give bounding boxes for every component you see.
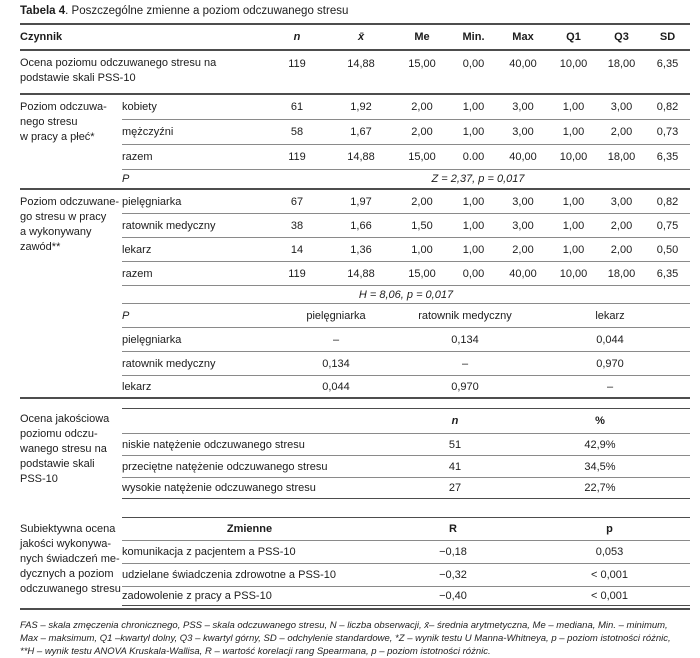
row-label: Ocena poziomu odczuwanego stresu na pods… [20,57,217,84]
header-czynnik: Czynnik [20,31,63,43]
section-gender: Poziom odczuwa- nego stresu w pracy a pł… [20,95,690,190]
subjective-header-row: Zmienne R p [122,518,690,541]
header-q1: Q1 [566,31,581,43]
section-job: Poziom odczuwane- go stresu w pracy a wy… [20,190,690,399]
row-label: kobiety [122,101,157,113]
row-label: komunikacja z pacjentem a PSS-10 [122,546,296,558]
section-quality-label: Ocena jakościowa poziomu odczu- wanego s… [20,413,110,485]
quality-header-pct: % [595,415,605,427]
table-title: Tabela 4. Poszczególne zmienne a poziom … [20,4,690,19]
subjective-header-r: R [449,523,457,535]
header-me: Me [414,31,430,43]
subjective-row: zadowolenie z pracy a PSS-10 −0,40 < 0,0… [122,590,628,602]
cell-q1: 10,00 [559,58,588,70]
posthoc-row: lekarz 0,044 0,970 – [122,380,614,393]
row-label: razem [122,267,153,280]
header-q3: Q3 [614,31,629,43]
table-row: mężczyźni 58 1,67 2,00 1,00 3,00 1,00 2,… [122,120,690,145]
row-label: udzielane świadczenia zdrowotne a PSS-10 [122,569,337,581]
p-label: P [122,173,130,185]
row-label: przeciętne natężenie odczuwanego stresu [122,460,328,473]
posthoc-row: pielęgniarka – 0,134 0,044 [122,328,690,352]
posthoc-row: ratownik medyczny 0,134 – 0,970 [122,352,690,376]
table-title-number: Tabela 4 [20,5,66,17]
posthoc-header: lekarz [595,309,625,322]
test-result-row: P Z = 2,37, p = 0,017 [122,170,690,188]
quality-row: wysokie natężenie odczuwanego stresu 27 … [122,482,616,494]
posthoc-header-row: P pielęgniarka ratownik medyczny lekarz [122,304,690,328]
row-label: ratownik medyczny [122,357,216,370]
row-label: wysokie natężenie odczuwanego stresu [122,482,316,494]
table-footnotes: FAS – skala zmęczenia chronicznego, PSS … [20,619,690,658]
header-sd: SD [659,31,676,43]
row-label: lekarz [122,380,152,393]
row-label: ratownik medyczny [122,219,216,232]
posthoc-header: pielęgniarka [306,309,366,322]
table-row: ratownik medyczny 38 1,66 1,50 1,00 3,00… [122,214,690,238]
cell-q3: 18,00 [607,58,636,70]
posthoc-header: ratownik medyczny [418,309,512,322]
footnote-line: FAS – skala zmęczenia chronicznego, PSS … [20,620,668,631]
row-label: razem [122,151,153,163]
section-quality: Ocena jakościowa poziomu odczu- wanego s… [20,408,690,499]
test-result-row: H = 8,06, p = 0,017 [122,286,690,304]
subjective-header-zmienne: Zmienne [226,523,273,535]
cell-me: 15,00 [408,58,436,70]
table-row: Ocena poziomu odczuwanego stresu na pods… [20,49,690,95]
quality-header-row: n % [122,409,690,434]
cell-min: 0,00 [462,58,485,70]
h-test-result: H = 8,06, p = 0,017 [358,288,454,301]
section-subjective: Subiektywna ocena jakości wykonywa- nych… [20,517,690,606]
row-label: pielęgniarka [122,333,182,346]
section-gender-label: Poziom odczuwa- nego stresu w pracy a pł… [20,101,107,143]
cell-n: 119 [288,58,306,70]
quality-header-n: n [451,415,459,427]
footnote-line: Max – maksimum, Q1 –kwartyl dolny, Q3 – … [20,633,671,644]
quality-row: przeciętne natężenie odczuwanego stresu … [122,456,690,478]
table-row: pielęgniarka 67 1,97 2,00 1,00 3,00 1,00… [122,190,690,214]
cell-sd: 6,35 [656,58,679,70]
cell-max: 40,00 [509,58,537,70]
section-subjective-label: Subiektywna ocena jakości wykonywa- nych… [20,523,121,595]
subjective-row: udzielane świadczenia zdrowotne a PSS-10… [122,564,690,587]
cell-mean: 14,88 [347,58,375,70]
z-test-result: Z = 2,37, p = 0,017 [431,173,525,185]
section-job-label: Poziom odczuwane- go stresu w pracy a wy… [20,196,120,253]
table-row: kobiety 61 1,92 2,00 1,00 3,00 1,00 3,00… [122,95,690,120]
table-bottom-rule [20,608,690,610]
header-min: Min. [462,31,485,43]
row-label: niskie natężenie odczuwanego stresu [122,438,305,451]
table-row: lekarz 14 1,36 1,00 1,00 2,00 1,00 2,00 … [122,238,690,262]
table-title-text: . Poszczególne zmienne a poziom odczuwan… [65,5,349,17]
table-row: razem 119 14,88 15,00 0.00 40,00 10,00 1… [122,145,690,170]
header-n: n [293,31,301,43]
table-header-row: Czynnik n x̄ Me Min. Max Q1 Q3 SD [20,23,690,49]
table-row: razem 119 14,88 15,00 0,00 40,00 10,00 1… [122,262,690,286]
header-max: Max [512,31,534,43]
footnote-line: **H – wynik testu ANOVA Kruskala-Wallisa… [20,646,491,657]
subjective-row: komunikacja z pacjentem a PSS-10 −0,18 0… [122,541,690,564]
subjective-header-p: p [606,523,613,535]
row-label: zadowolenie z pracy a PSS-10 [122,590,272,602]
row-label: mężczyźni [122,126,174,138]
quality-row: niskie natężenie odczuwanego stresu 51 4… [122,434,690,456]
row-label: lekarz [122,243,152,256]
row-label: pielęgniarka [122,195,182,208]
posthoc-p-label: P [122,309,130,322]
header-mean: x̄ [357,31,365,43]
